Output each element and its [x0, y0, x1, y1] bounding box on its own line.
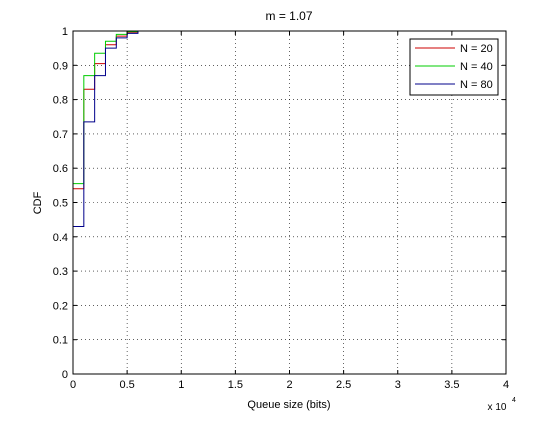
y-tick-label: 0.6	[53, 163, 68, 175]
x-tick-label: 1	[178, 379, 184, 391]
series-line-n80	[72, 30, 149, 374]
y-tick-label: 1	[62, 26, 68, 38]
x-tick-label: 4	[503, 379, 509, 391]
legend-label-n20: N = 20	[460, 43, 493, 55]
x-tick-label: 2	[286, 379, 292, 391]
y-tick-label: 0.1	[53, 335, 68, 347]
y-tick-label: 0.4	[53, 232, 68, 244]
grid	[73, 31, 506, 374]
series-layer	[72, 30, 149, 374]
legend-label-n80: N = 80	[460, 79, 493, 91]
x-tick-label: 2.5	[336, 379, 351, 391]
x-tick-label: 0	[70, 379, 76, 391]
legend: N = 20 N = 40 N = 80	[409, 38, 499, 96]
x-multiplier-label: x 10	[488, 402, 507, 413]
x-multiplier-exponent: 4	[512, 397, 516, 404]
legend-box	[409, 38, 499, 96]
y-axis-label: CDF	[32, 191, 44, 214]
x-tick-label: 1.5	[228, 379, 243, 391]
y-tick-label: 0.2	[53, 300, 68, 312]
y-tick-label: 0.9	[53, 60, 68, 72]
x-tick-label: 3.5	[444, 379, 459, 391]
x-tick-label: 3	[395, 379, 401, 391]
legend-label-n40: N = 40	[460, 61, 493, 73]
y-tick-label: 0.5	[53, 198, 68, 210]
y-tick-label: 0.8	[53, 95, 68, 107]
x-axis-label: Queue size (bits)	[247, 399, 330, 411]
y-tick-label: 0.3	[53, 266, 68, 278]
ticks: 0 0.5 1 1.5 2 2.5 3 3.5 4 0 0.1 0.2 0.3 0.4 0.5 0.6 0.7 0…	[53, 26, 509, 391]
chart-title: m = 1.07	[265, 9, 312, 23]
y-tick-label: 0	[62, 369, 68, 381]
x-tick-label: 0.5	[119, 379, 134, 391]
y-tick-label: 0.7	[53, 129, 68, 141]
